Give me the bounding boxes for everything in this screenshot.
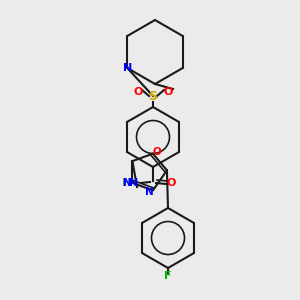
Text: S: S [148, 89, 158, 103]
Text: F: F [164, 271, 172, 281]
Text: N: N [129, 178, 139, 188]
Text: N: N [145, 188, 153, 197]
Text: O: O [152, 147, 161, 157]
Text: N: N [123, 63, 132, 73]
Text: O: O [166, 178, 176, 188]
Text: O: O [133, 87, 143, 97]
Text: N: N [123, 178, 132, 188]
Text: H: H [122, 178, 132, 188]
Text: O: O [163, 87, 173, 97]
